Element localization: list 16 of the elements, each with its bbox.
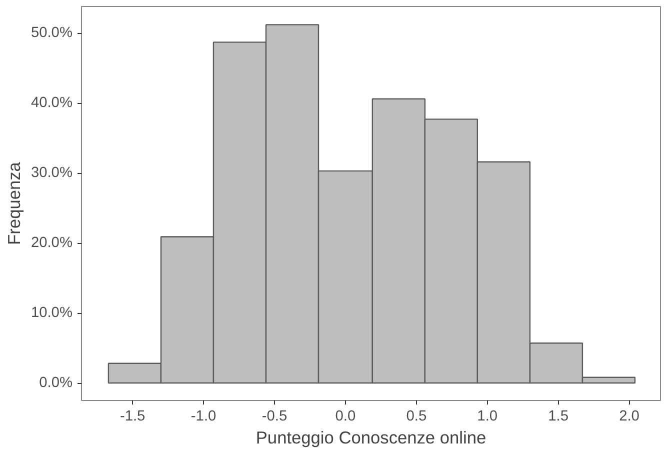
y-tick-label: 40.0% [30, 95, 73, 112]
y-tick-label: 20.0% [30, 235, 73, 252]
x-tick-label: 2.0 [619, 408, 640, 424]
x-tick-label: 0.0 [335, 408, 356, 424]
x-tick-label: -0.5 [262, 408, 288, 424]
y-tick-label: 0.0% [39, 375, 72, 392]
y-tick-label: 30.0% [30, 165, 73, 182]
y-axis-title: Frequenza [4, 162, 24, 245]
y-tick-label: 10.0% [30, 305, 73, 322]
x-tick-label: -1.5 [120, 408, 146, 424]
x-tick-label: 1.0 [477, 408, 498, 424]
x-tick-label: -1.0 [190, 408, 216, 424]
x-axis-title: Punteggio Conoscenze online [256, 428, 486, 448]
x-tick-label: 1.5 [548, 408, 569, 424]
x-tick-label: 0.5 [406, 408, 427, 424]
y-tick-label: 50.0% [30, 25, 73, 42]
